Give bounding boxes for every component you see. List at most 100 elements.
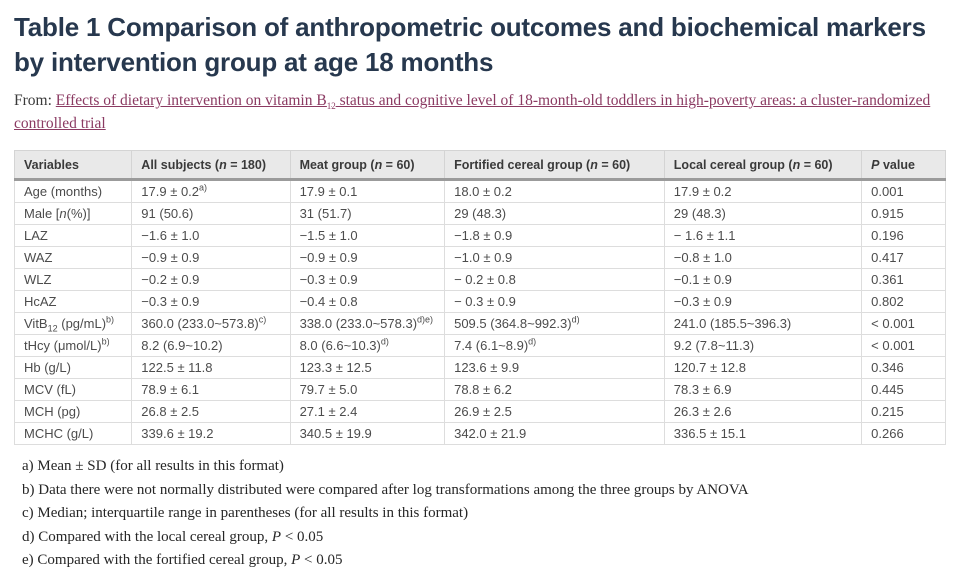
table-row: MCV (fL) 78.9 ± 6.1 79.7 ± 5.0 78.8 ± 6.2 78…	[13, 378, 946, 402]
row-variable-label: Hb (g/L)	[13, 356, 133, 380]
table-cell: −0.2 ± 0.9	[131, 268, 291, 292]
table-cell: − 1.6 ± 1.1	[663, 224, 863, 248]
table-cell: − 0.3 ± 0.9	[444, 290, 665, 314]
table-cell: 9.2 (7.8~11.3)	[663, 334, 863, 358]
row-variable-label: WAZ	[13, 246, 133, 270]
table-cell: 340.5 ± 19.9	[289, 422, 446, 446]
table-cell: 0.417	[861, 246, 946, 270]
row-variable-label: WLZ	[13, 268, 133, 292]
footnote: e) Compared with the fortified cereal gr…	[22, 552, 343, 569]
table-row: HcAZ −0.3 ± 0.9 −0.4 ± 0.8− 0.3 ± 0.9 −0.3 …	[13, 290, 946, 314]
column-header: Variables	[13, 150, 133, 182]
table-row: Male [n(%)] 91 (50.6) 31 (51.7) 29 (48.3) 29…	[13, 202, 946, 226]
table-cell: 29 (48.3)	[663, 202, 863, 226]
table-cell: 339.6 ± 19.2	[131, 422, 291, 446]
table-cell: −1.8 ± 0.9	[444, 224, 665, 248]
table-cell: 78.3 ± 6.9	[663, 378, 863, 402]
column-header: Fortified cereal group (n = 60)	[444, 150, 665, 182]
row-variable-label: MCHC (g/L)	[13, 422, 133, 446]
table-cell: 78.8 ± 6.2	[444, 378, 665, 402]
from-label: From:	[14, 92, 56, 110]
footnotes: a) Mean ± SD (for all results in this fo…	[14, 457, 946, 571]
table-row: MCH (pg) 26.8 ± 2.5 27.1 ± 2.4 26.9 ± 2.5 26…	[13, 400, 946, 424]
table-cell: 123.6 ± 9.9	[444, 356, 665, 380]
table-cell: 0.361	[861, 268, 946, 292]
table-cell: 8.2 (6.9~10.2)	[131, 334, 291, 358]
column-header: All subjects (n = 180)	[131, 150, 291, 182]
table-cell: 122.5 ± 11.8	[131, 356, 291, 380]
table-cell: 0.266	[861, 422, 946, 446]
table-cell: 26.9 ± 2.5	[444, 400, 665, 424]
table-body: Age (months) 17.9 ± 0.2a) 17.9 ± 0.1 18.0 ±…	[13, 179, 946, 446]
footnote: b) Data there were not normally distribu…	[22, 481, 749, 498]
table-cell: 123.3 ± 12.5	[289, 356, 446, 380]
table-cell: 18.0 ± 0.2	[444, 179, 665, 204]
footnote: a) Mean ± SD (for all results in this fo…	[22, 458, 284, 475]
table-cell: 31 (51.7)	[289, 202, 446, 226]
table-cell: 120.7 ± 12.8	[663, 356, 863, 380]
footnote: d) Compared with the local cereal group,…	[22, 528, 324, 545]
table-header-row: Variables All subjects (n = 180) Meat grou…	[13, 150, 946, 182]
table-cell: 241.0 (185.5~396.3)	[663, 312, 863, 336]
table-cell: 27.1 ± 2.4	[289, 400, 446, 424]
table-row: MCHC (g/L) 339.6 ± 19.2 340.5 ± 19.9 342.0 …	[13, 422, 946, 446]
table-cell: 26.8 ± 2.5	[131, 400, 291, 424]
comparison-table: Variables All subjects (n = 180) Meat grou…	[13, 150, 946, 446]
row-variable-label: MCV (fL)	[13, 378, 133, 402]
table-cell: < 0.001	[861, 334, 946, 358]
table-row: Hb (g/L) 122.5 ± 11.8 123.3 ± 12.5 123.6 ± …	[13, 356, 946, 380]
column-header: Meat group (n = 60)	[289, 150, 446, 182]
table-cell: −0.9 ± 0.9	[289, 246, 446, 270]
column-header: Local cereal group (n = 60)	[663, 150, 863, 182]
table-cell: 78.9 ± 6.1	[131, 378, 291, 402]
table-cell: 0.196	[861, 224, 946, 248]
table-cell: −0.9 ± 0.9	[131, 246, 291, 270]
table-row: VitB12 (pg/mL)b) 360.0 (233.0~573.8)c) 338…	[13, 312, 946, 336]
table-row: WLZ −0.2 ± 0.9 −0.3 ± 0.9− 0.2 ± 0.8 −0.1 ±…	[13, 268, 946, 292]
table-cell: −0.1 ± 0.9	[663, 268, 863, 292]
table-cell: −0.3 ± 0.9	[663, 290, 863, 314]
table-cell: 17.9 ± 0.2	[663, 179, 863, 204]
table-head: Variables All subjects (n = 180) Meat grou…	[13, 150, 946, 182]
source-line: From: Effects of dietary intervention on…	[14, 90, 946, 135]
row-variable-label: Age (months)	[13, 179, 133, 204]
table-cell: 17.9 ± 0.2a)	[131, 179, 291, 204]
row-variable-label: Male [n(%)]	[13, 202, 133, 226]
table-cell: 509.5 (364.8~992.3)d)	[444, 312, 665, 336]
table-cell: 8.0 (6.6~10.3)d)	[289, 334, 446, 358]
table-cell: −0.3 ± 0.9	[131, 290, 291, 314]
table-cell: −0.4 ± 0.8	[289, 290, 446, 314]
table-cell: 342.0 ± 21.9	[444, 422, 665, 446]
table-cell: 338.0 (233.0~578.3)d)e)	[289, 312, 446, 336]
table-cell: 336.5 ± 15.1	[663, 422, 863, 446]
table-cell: −1.6 ± 1.0	[131, 224, 291, 248]
table-row: LAZ −1.6 ± 1.0 −1.5 ± 1.0 −1.8 ± 0.9− 1.6 ±…	[13, 224, 946, 248]
source-article-link[interactable]: Effects of dietary intervention on vitam…	[14, 92, 931, 132]
row-variable-label: tHcy (μmol/L)b)	[13, 334, 133, 358]
table-cell: − 0.2 ± 0.8	[444, 268, 665, 292]
row-variable-label: HcAZ	[13, 290, 133, 314]
row-variable-label: LAZ	[13, 224, 133, 248]
table-row: WAZ −0.9 ± 0.9 −0.9 ± 0.9 −1.0 ± 0.9 −0.8 ± …	[13, 246, 946, 270]
table-cell: 29 (48.3)	[444, 202, 665, 226]
table-cell: −1.0 ± 0.9	[444, 246, 665, 270]
page-title: Table 1 Comparison of anthropometric out…	[14, 12, 926, 77]
table-cell: 0.445	[861, 378, 946, 402]
footnote: c) Median; interquartile range in parent…	[22, 505, 469, 522]
table-cell: 0.215	[861, 400, 946, 424]
table-cell: 360.0 (233.0~573.8)c)	[131, 312, 291, 336]
table-cell: 7.4 (6.1~8.9)d)	[444, 334, 665, 358]
table-cell: 91 (50.6)	[131, 202, 291, 226]
table-cell: −0.8 ± 1.0	[663, 246, 863, 270]
table-row: tHcy (μmol/L)b) 8.2 (6.9~10.2) 8.0 (6.6~10…	[13, 334, 946, 358]
table-cell: 17.9 ± 0.1	[289, 179, 446, 204]
table-cell: 26.3 ± 2.6	[663, 400, 863, 424]
table-cell: 0.915	[861, 202, 946, 226]
table-cell: −1.5 ± 1.0	[289, 224, 446, 248]
column-header: P value	[861, 150, 946, 182]
table-cell: 0.001	[861, 179, 946, 204]
row-variable-label: MCH (pg)	[13, 400, 133, 424]
table-row: Age (months) 17.9 ± 0.2a) 17.9 ± 0.1 18.0 ±…	[13, 179, 946, 204]
row-variable-label: VitB12 (pg/mL)b)	[13, 312, 133, 336]
